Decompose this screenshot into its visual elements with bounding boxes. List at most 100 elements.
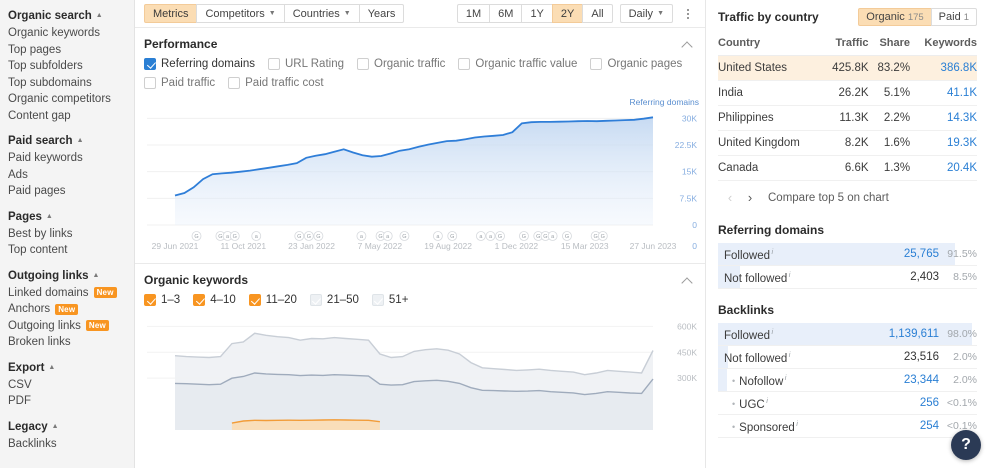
date-range-all[interactable]: All (582, 4, 613, 23)
cell-keywords[interactable]: 20.4K (910, 155, 977, 181)
referring-domain-row[interactable]: Followed i 25,765 91.5% (718, 243, 977, 266)
sidebar-item-organic-competitors[interactable]: Organic competitors (8, 91, 134, 108)
date-range-6m[interactable]: 6M (489, 4, 523, 23)
column-header-keywords[interactable]: Keywords (910, 33, 977, 56)
backlink-row[interactable]: Not followed i 23,516 2.0% (718, 346, 977, 369)
checkbox-icon[interactable] (590, 58, 603, 70)
checkbox-icon[interactable] (228, 77, 241, 89)
column-header-country[interactable]: Country (718, 33, 823, 56)
checkbox-icon[interactable] (144, 58, 156, 70)
metric-url-rating[interactable]: URL Rating (267, 58, 344, 70)
metric-organic-traffic[interactable]: Organic traffic (357, 58, 445, 70)
checkbox-icon[interactable] (248, 294, 261, 306)
granularity-dropdown[interactable]: Daily ▼ (619, 4, 673, 23)
info-icon[interactable]: i (784, 372, 787, 382)
checkbox-icon[interactable] (144, 294, 156, 306)
sidebar-item-top-subfolders[interactable]: Top subfolders (8, 58, 134, 75)
position-1-3[interactable]: 1–3 (144, 294, 180, 306)
position-11-20[interactable]: 11–20 (248, 294, 297, 306)
sidebar-item-top-subdomains[interactable]: Top subdomains (8, 75, 134, 92)
sidebar-item-organic-keywords[interactable]: Organic keywords (8, 25, 134, 42)
cell-keywords[interactable]: 19.3K (910, 130, 977, 156)
backlink-value[interactable]: 23,344 (903, 374, 939, 386)
position-51-[interactable]: 51+ (371, 294, 408, 306)
checkbox-icon[interactable] (193, 294, 206, 306)
checkbox-icon[interactable] (309, 294, 322, 306)
referring-domain-value[interactable]: 25,765 (903, 248, 939, 260)
sidebar-item-outgoing-links[interactable]: Outgoing links New (8, 318, 134, 335)
info-icon[interactable]: i (796, 418, 798, 428)
sidebar-group-header[interactable]: Pages ▲ (8, 209, 134, 226)
position-4-10[interactable]: 4–10 (193, 294, 236, 306)
toolbar-button-years[interactable]: Years (358, 4, 405, 23)
toolbar-button-competitors[interactable]: Competitors ▼ (196, 4, 285, 23)
info-icon[interactable]: i (788, 349, 791, 359)
sidebar-group-header[interactable]: Export ▲ (8, 360, 134, 377)
backlink-value[interactable]: 254 (919, 420, 939, 432)
toolbar-button-metrics[interactable]: Metrics (144, 4, 198, 23)
backlink-row[interactable]: • Sponsored i 254 <0.1% (718, 415, 977, 438)
table-row[interactable]: United Kingdom 8.2K 1.6% 19.3K (718, 130, 977, 156)
metric-referring-domains[interactable]: Referring domains (144, 58, 255, 70)
date-range-1y[interactable]: 1Y (521, 4, 553, 23)
sidebar-item-top-content[interactable]: Top content (8, 242, 134, 259)
cell-keywords[interactable]: 41.1K (910, 80, 977, 106)
sidebar-group-header[interactable]: Outgoing links ▲ (8, 268, 134, 285)
chevron-left-icon[interactable]: ‹ (727, 190, 733, 205)
checkbox-icon[interactable] (267, 58, 280, 70)
sidebar-item-linked-domains[interactable]: Linked domains New (8, 285, 134, 302)
toolbar-button-countries[interactable]: Countries ▼ (283, 4, 360, 23)
chevron-up-icon[interactable] (682, 275, 693, 286)
sidebar-item-csv[interactable]: CSV (8, 377, 134, 394)
metric-paid-traffic[interactable]: Paid traffic (144, 77, 215, 89)
kebab-menu-icon[interactable] (680, 5, 696, 23)
info-icon[interactable]: i (771, 246, 774, 256)
table-row[interactable]: Canada 6.6K 1.3% 20.4K (718, 155, 977, 181)
checkbox-icon[interactable] (458, 58, 471, 70)
date-range-1m[interactable]: 1M (456, 4, 491, 23)
toggle-organic[interactable]: Organic 175 (858, 8, 932, 26)
metric-paid-traffic-cost[interactable]: Paid traffic cost (228, 77, 324, 89)
metric-organic-traffic-value[interactable]: Organic traffic value (458, 58, 577, 70)
table-row[interactable]: Philippines 11.3K 2.2% 14.3K (718, 105, 977, 131)
checkbox-icon[interactable] (371, 294, 384, 306)
metric-organic-pages[interactable]: Organic pages (590, 58, 682, 70)
checkbox-icon[interactable] (144, 77, 156, 89)
sidebar-item-anchors[interactable]: Anchors New (8, 301, 134, 318)
cell-keywords[interactable]: 14.3K (910, 105, 977, 131)
column-header-share[interactable]: Share (868, 33, 911, 56)
table-row[interactable]: India 26.2K 5.1% 41.1K (718, 80, 977, 106)
backlink-row[interactable]: • UGC i 256 <0.1% (718, 392, 977, 415)
sidebar-item-content-gap[interactable]: Content gap (8, 108, 134, 125)
backlink-value[interactable]: 1,139,611 (888, 328, 939, 340)
sidebar-group-header[interactable]: Legacy ▲ (8, 419, 134, 436)
sidebar-item-ads[interactable]: Ads (8, 167, 134, 184)
backlink-row[interactable]: Followed i 1,139,611 98.0% (718, 323, 977, 346)
help-button[interactable]: ? (951, 430, 981, 460)
info-icon[interactable]: i (771, 326, 774, 336)
cell-keywords[interactable]: 386.8K (910, 55, 977, 81)
compare-top-5-label[interactable]: Compare top 5 on chart (768, 191, 889, 204)
chevron-up-icon[interactable] (682, 39, 693, 50)
table-row[interactable]: United States 425.8K 83.2% 386.8K (718, 55, 977, 81)
sidebar-item-broken-links[interactable]: Broken links (8, 334, 134, 351)
chevron-right-icon[interactable]: › (747, 190, 753, 205)
position-21-50[interactable]: 21–50 (309, 294, 359, 306)
info-icon[interactable]: i (788, 269, 791, 279)
sidebar-item-paid-pages[interactable]: Paid pages (8, 183, 134, 200)
backlink-value[interactable]: 256 (919, 397, 939, 409)
sidebar-group-header[interactable]: Paid search ▲ (8, 133, 134, 150)
column-header-traffic[interactable]: Traffic (822, 33, 869, 56)
sidebar-item-backlinks[interactable]: Backlinks (8, 436, 134, 453)
checkbox-icon[interactable] (357, 58, 369, 70)
info-icon[interactable]: i (766, 395, 768, 405)
sidebar-item-top-pages[interactable]: Top pages (8, 42, 134, 59)
date-range-2y[interactable]: 2Y (551, 4, 584, 23)
sidebar-item-best-by-links[interactable]: Best by links (8, 226, 134, 243)
backlink-row[interactable]: • Nofollow i 23,344 2.0% (718, 369, 977, 392)
sidebar-group-header[interactable]: Organic search ▲ (8, 8, 134, 25)
sidebar-item-paid-keywords[interactable]: Paid keywords (8, 150, 134, 167)
toggle-paid[interactable]: Paid 1 (930, 8, 977, 26)
referring-domain-row[interactable]: Not followed i 2,403 8.5% (718, 266, 977, 289)
sidebar-item-pdf[interactable]: PDF (8, 393, 134, 410)
